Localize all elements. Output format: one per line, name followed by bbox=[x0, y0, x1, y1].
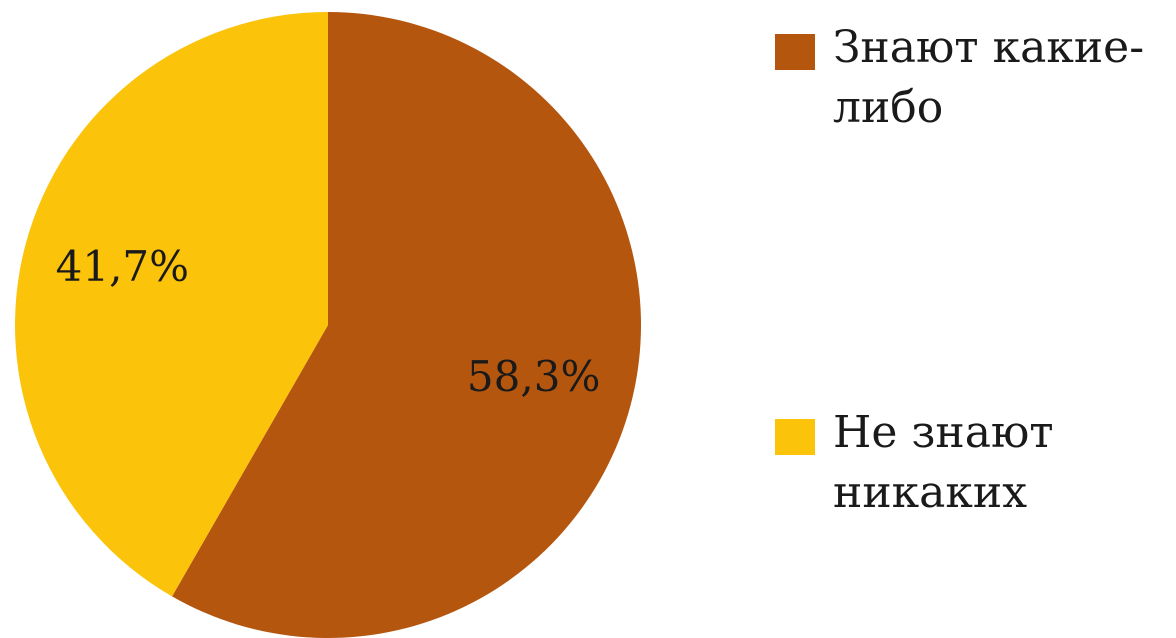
data-label: 41,7% bbox=[56, 242, 189, 291]
legend-label: Знают какие-либо bbox=[833, 22, 1145, 133]
pie-slice bbox=[172, 12, 641, 638]
pie-slice bbox=[14, 12, 328, 597]
legend-item: Знают какие-либо bbox=[775, 18, 1176, 138]
legend-swatch bbox=[775, 34, 815, 70]
legend-item: Не знают никаких bbox=[775, 403, 1176, 523]
legend-swatch bbox=[775, 419, 815, 455]
legend-label: Не знают никаких bbox=[833, 407, 1054, 518]
data-label: 58,3% bbox=[467, 352, 600, 401]
